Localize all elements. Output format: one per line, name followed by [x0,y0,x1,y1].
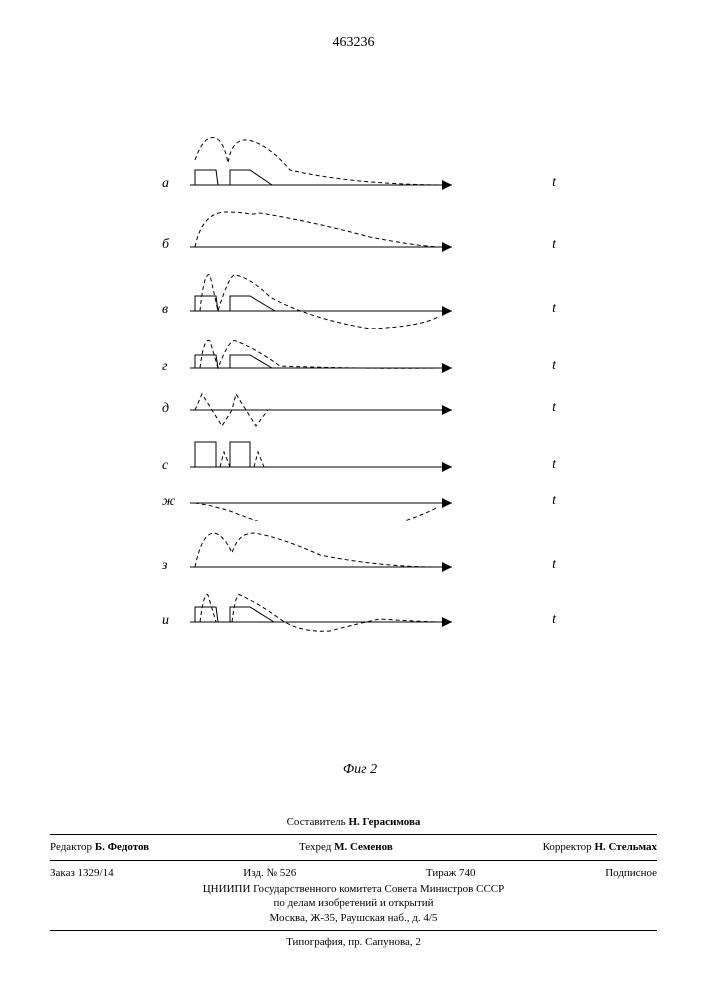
axis-label: t [552,457,556,473]
arrow-icon [442,242,452,252]
waveform-plot [180,489,460,521]
axis-label: t [552,557,556,573]
arrow-icon [442,462,452,472]
plot-row-б: бt [180,207,540,265]
waveform-plot [180,207,460,265]
axis-label: t [552,612,556,628]
axis-label: t [552,175,556,191]
figure-2: аtбtвtгtдtсtжtзtиt Фиг 2 [180,130,540,750]
printer-line: Типография, пр. Сапунова, 2 [50,935,657,950]
divider [50,860,657,861]
divider [50,930,657,931]
dashed-curve [200,595,438,632]
plot-row-г: гt [180,333,540,386]
print-info-row: Заказ 1329/14 Изд. № 526 Тираж 740 Подпи… [50,865,657,882]
plot-row-с: сt [180,432,540,485]
org-line-1: ЦНИИПИ Государственного комитета Совета … [50,882,657,897]
waveform-plot [180,432,460,485]
dashed-curve [195,503,438,521]
dashed-curve [195,212,438,247]
waveform-plot [180,130,460,203]
waveform-plot [180,589,460,640]
arrow-icon [442,498,452,508]
solid-curve [195,296,440,311]
dashed-curve [200,340,440,368]
arrow-icon [442,306,452,316]
plot-label: и [162,613,169,629]
solid-curve [195,170,440,185]
dashed-curve [195,137,440,185]
axis-label: t [552,493,556,509]
footer-block: Составитель Н. Герасимова Редактор Б. Фе… [50,815,657,950]
credits-row: Редактор Б. Федотов Техред М. Семенов Ко… [50,839,657,856]
waveform-plot [180,333,460,386]
plot-row-д: дt [180,390,540,428]
dashed-curve [220,452,264,467]
axis-label: t [552,358,556,374]
plot-row-ж: жt [180,489,540,521]
solid-curve [195,607,440,622]
plot-label: в [162,302,168,318]
compiler-line: Составитель Н. Герасимова [50,815,657,830]
plot-row-в: вt [180,269,540,329]
plot-label: б [162,237,169,253]
plot-label: а [162,176,169,192]
page-number: 463236 [333,35,375,51]
plot-label: г [162,359,167,375]
solid-curve [195,355,440,368]
divider [50,834,657,835]
plot-row-а: аt [180,130,540,203]
address-line: Москва, Ж-35, Раушская наб., д. 4/5 [50,911,657,926]
arrow-icon [442,180,452,190]
solid-curve [195,442,440,467]
plot-label: с [162,458,168,474]
dashed-curve [200,275,438,329]
plot-row-з: зt [180,525,540,585]
plot-label: з [162,558,167,574]
figure-caption: Фиг 2 [343,762,377,778]
plot-label: д [162,401,169,417]
axis-label: t [552,400,556,416]
waveform-plot [180,525,460,585]
arrow-icon [442,363,452,373]
axis-label: t [552,301,556,317]
org-line-2: по делам изобретений и открытий [50,896,657,911]
plot-label: ж [162,494,175,510]
plot-row-и: иt [180,589,540,640]
waveform-plot [180,390,460,428]
waveform-plot [180,269,460,329]
arrow-icon [442,617,452,627]
axis-label: t [552,237,556,253]
arrow-icon [442,405,452,415]
dashed-curve [195,533,438,567]
arrow-icon [442,562,452,572]
